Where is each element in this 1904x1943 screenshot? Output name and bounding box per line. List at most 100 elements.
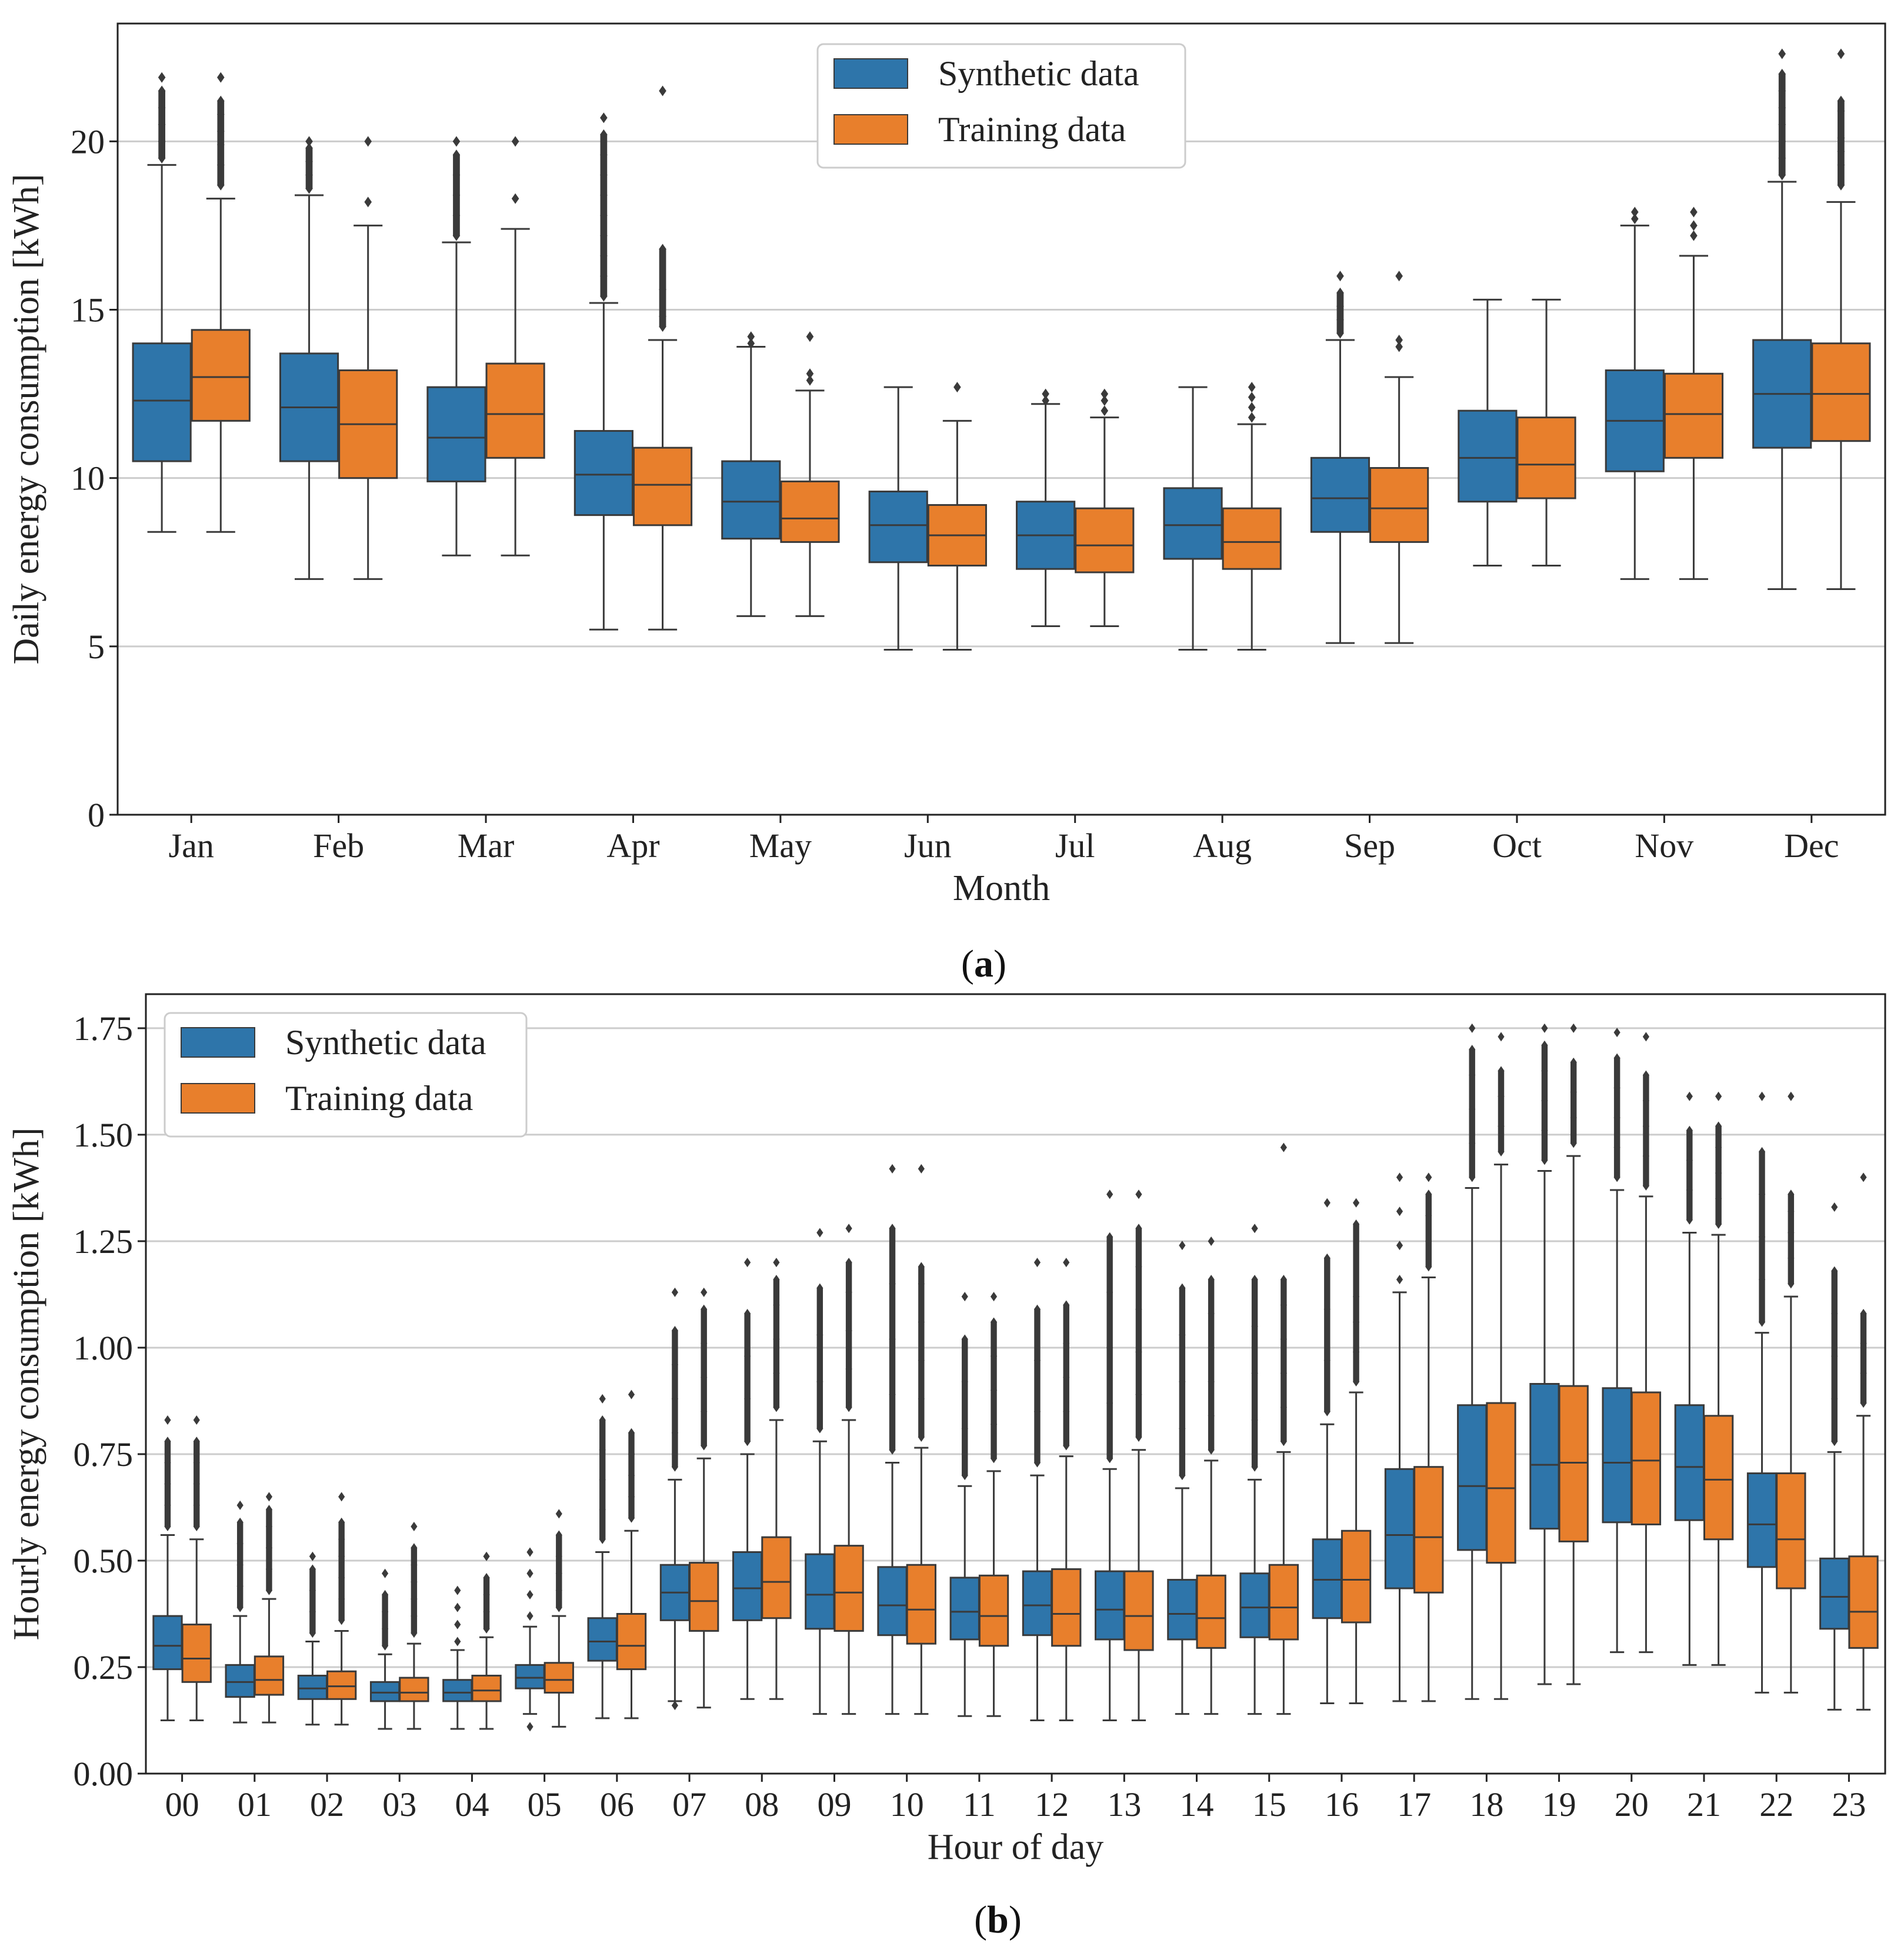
- box-iqr: [1022, 1570, 1053, 1637]
- x-tick-label: Jul: [1055, 826, 1095, 865]
- box-iqr: [780, 480, 840, 543]
- x-tick-label: 15: [1252, 1785, 1286, 1824]
- y-tick-label: 0.75: [74, 1435, 134, 1474]
- box-09: [805, 1228, 835, 1715]
- outlier: [411, 1611, 418, 1621]
- outlier: [1837, 159, 1845, 171]
- outlier: [1352, 1347, 1360, 1357]
- box-04: [471, 1551, 502, 1730]
- box-04: [442, 1585, 473, 1730]
- outlier: [1033, 1304, 1041, 1314]
- outlier: [1179, 1241, 1186, 1251]
- box-iqr: [515, 1664, 545, 1689]
- outlier: [452, 136, 461, 147]
- outlier-band: [1034, 1309, 1041, 1463]
- outlier-band: [1570, 1062, 1577, 1144]
- outlier: [1101, 395, 1109, 406]
- outlier: [1758, 1189, 1766, 1199]
- outlier: [990, 1419, 998, 1429]
- outlier: [236, 1539, 244, 1549]
- outlier: [305, 183, 313, 194]
- outlier: [1033, 1458, 1041, 1468]
- box-iqr: [1095, 1570, 1125, 1641]
- outlier: [411, 1543, 418, 1553]
- outlier: [659, 284, 666, 295]
- outlier: [452, 149, 461, 161]
- outlier-band: [1498, 1071, 1505, 1152]
- outlier: [1570, 1112, 1577, 1122]
- outlier: [600, 230, 608, 241]
- legend-label: Training data: [938, 110, 1126, 149]
- x-tick-label: Nov: [1635, 826, 1693, 865]
- outlier: [628, 1513, 635, 1523]
- x-tick-label: 07: [672, 1785, 706, 1824]
- box-iqr: [587, 1617, 618, 1662]
- legend-swatch-synthetic: [833, 58, 908, 89]
- outlier: [961, 1334, 968, 1344]
- outlier: [158, 85, 166, 96]
- box-Oct: [1458, 298, 1518, 566]
- box-Oct: [1516, 298, 1576, 566]
- outlier: [338, 1572, 345, 1582]
- y-axis: 0 5 10 15 20: [71, 122, 118, 834]
- outlier: [1063, 1338, 1070, 1348]
- outlier: [555, 1509, 562, 1519]
- outlier: [600, 189, 608, 201]
- outlier: [216, 159, 225, 171]
- caption-part: b: [987, 1898, 1009, 1941]
- box-00: [181, 1415, 212, 1721]
- outlier: [1778, 136, 1786, 147]
- box-iqr: [1163, 487, 1223, 560]
- outlier: [744, 1258, 751, 1268]
- box-iqr: [1167, 1579, 1198, 1641]
- outlier: [381, 1641, 389, 1651]
- outlier: [1336, 328, 1344, 339]
- box-iqr: [1630, 1391, 1662, 1525]
- box-05: [543, 1509, 574, 1728]
- outlier: [1758, 1147, 1766, 1157]
- outlier: [1352, 1219, 1360, 1229]
- outlier: [1396, 1207, 1403, 1217]
- outlier-band: [1353, 1224, 1359, 1382]
- outlier: [1425, 1211, 1432, 1221]
- y-tick-label: 0: [88, 796, 105, 834]
- outlier: [600, 210, 608, 221]
- x-tick-label: 23: [1832, 1785, 1866, 1824]
- outlier: [1778, 102, 1786, 114]
- outlier: [1135, 1262, 1142, 1272]
- outlier: [1352, 1317, 1360, 1327]
- outlier: [1280, 1368, 1287, 1378]
- outlier: [1336, 287, 1344, 298]
- panel-caption: (a): [961, 942, 1006, 985]
- box-iqr: [254, 1655, 285, 1696]
- outlier: [961, 1424, 968, 1434]
- outlier: [1425, 1172, 1432, 1182]
- box-02: [297, 1551, 328, 1726]
- outlier: [1686, 1125, 1693, 1135]
- box-Jun: [868, 386, 928, 651]
- box-Mar: [485, 136, 545, 556]
- box-11: [978, 1292, 1009, 1717]
- outlier: [747, 331, 755, 342]
- outlier: [1425, 1236, 1432, 1246]
- outlier: [701, 1372, 708, 1382]
- outlier-band: [1324, 1258, 1331, 1412]
- outlier: [600, 271, 608, 282]
- outlier: [1208, 1342, 1215, 1352]
- box-12: [1051, 1258, 1082, 1721]
- outlier: [265, 1505, 273, 1515]
- outlier: [990, 1351, 998, 1361]
- outlier: [1280, 1275, 1287, 1285]
- box-14: [1196, 1236, 1226, 1715]
- outlier: [236, 1581, 244, 1591]
- outlier: [918, 1317, 925, 1327]
- series-training: [181, 1023, 1879, 1730]
- outlier-band: [382, 1594, 388, 1646]
- outlier: [1831, 1437, 1838, 1447]
- outlier: [599, 1505, 606, 1515]
- outlier: [1788, 1279, 1795, 1289]
- outlier: [1837, 132, 1845, 144]
- outlier: [1101, 388, 1109, 399]
- legend-swatch-training: [833, 114, 908, 145]
